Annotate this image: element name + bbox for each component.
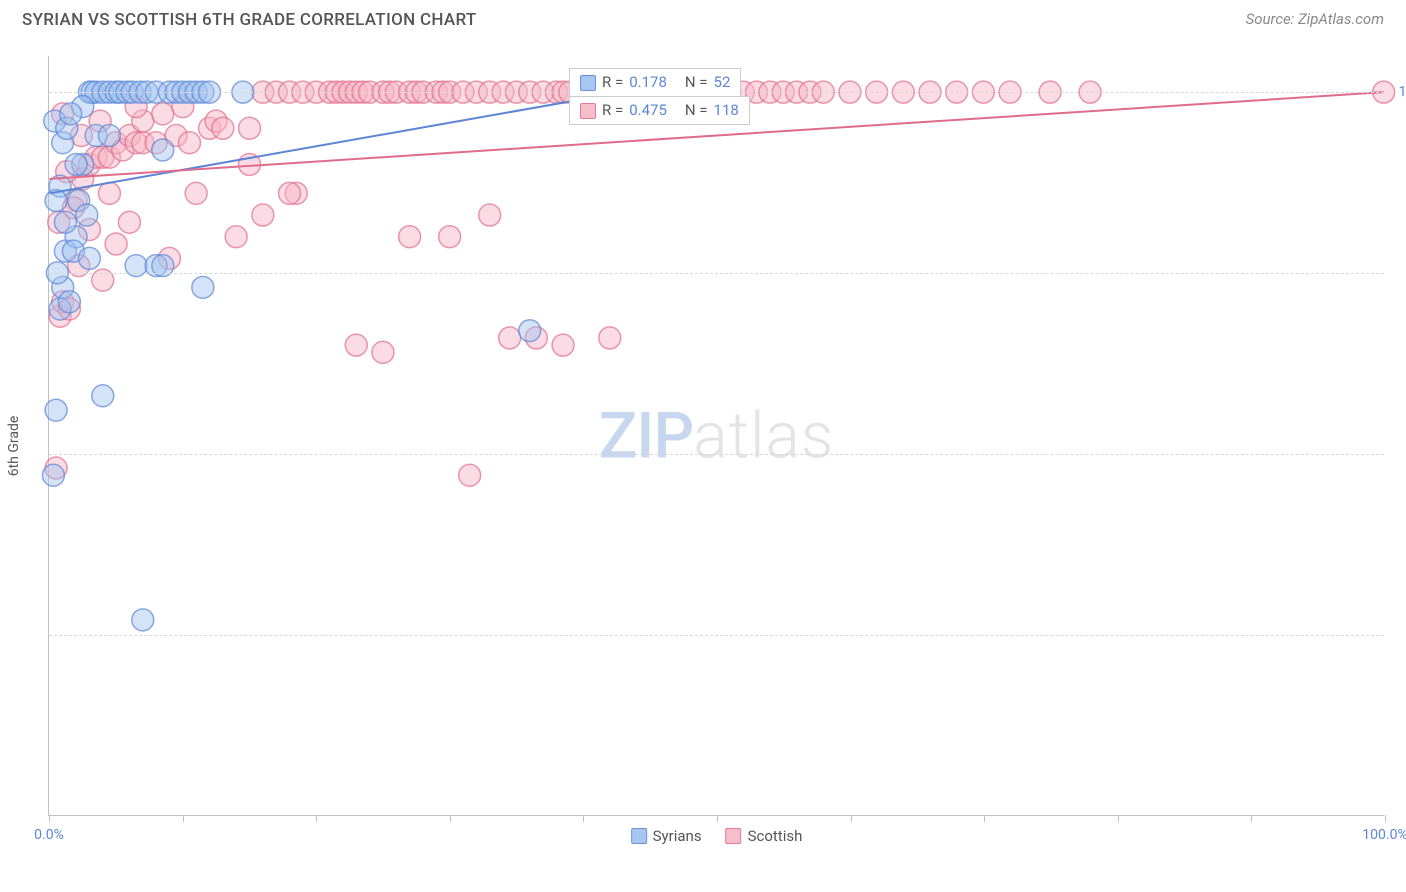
scatter-point bbox=[225, 226, 247, 248]
scatter-point bbox=[345, 334, 367, 356]
scatter-point bbox=[60, 103, 82, 125]
xtick-label: 0.0% bbox=[34, 827, 64, 843]
ytick-label: 100.0% bbox=[1390, 84, 1406, 100]
xtick bbox=[984, 815, 985, 822]
scatter-point bbox=[479, 204, 501, 226]
scatter-point bbox=[192, 276, 214, 298]
xtick bbox=[1251, 815, 1252, 822]
r-label: R = bbox=[602, 100, 623, 121]
scatter-point bbox=[552, 334, 574, 356]
scatter-point bbox=[252, 204, 274, 226]
r-label: R = bbox=[602, 72, 623, 93]
scatter-point bbox=[65, 153, 87, 175]
stats-r-scottish: 0.475 bbox=[629, 100, 667, 121]
xtick bbox=[49, 815, 50, 822]
scatter-point bbox=[98, 125, 120, 147]
scatter-point bbox=[178, 132, 200, 154]
scatter-point bbox=[399, 226, 421, 248]
scatter-point bbox=[105, 233, 127, 255]
stats-swatch-syrians bbox=[580, 75, 596, 91]
gridline bbox=[49, 273, 1384, 274]
scatter-point bbox=[45, 399, 67, 421]
stats-swatch-scottish bbox=[580, 103, 596, 119]
ytick-label: 92.5% bbox=[1390, 627, 1406, 643]
xtick bbox=[583, 815, 584, 822]
legend-item-scottish: Scottish bbox=[726, 827, 803, 845]
xtick bbox=[183, 815, 184, 822]
scatter-point bbox=[132, 609, 154, 631]
scatter-point bbox=[212, 117, 234, 139]
chart-source: Source: ZipAtlas.com bbox=[1246, 10, 1384, 28]
xtick bbox=[450, 815, 451, 822]
chart-svg bbox=[49, 56, 1384, 815]
stats-r-syrians: 0.178 bbox=[629, 72, 667, 93]
y-axis-label: 6th Grade bbox=[6, 416, 22, 477]
stats-box-syrians: R = 0.178 N = 52 bbox=[569, 68, 741, 97]
chart-title: SYRIAN VS SCOTTISH 6TH GRADE CORRELATION… bbox=[22, 10, 477, 30]
scatter-point bbox=[459, 464, 481, 486]
scatter-point bbox=[118, 211, 140, 233]
legend-label-syrians: Syrians bbox=[653, 827, 702, 845]
scatter-point bbox=[152, 103, 174, 125]
legend: Syrians Scottish bbox=[631, 827, 803, 845]
gridline bbox=[49, 454, 1384, 455]
scatter-point bbox=[42, 464, 64, 486]
n-label: N = bbox=[685, 72, 708, 93]
scatter-point bbox=[519, 320, 541, 342]
scatter-point bbox=[78, 247, 100, 269]
xtick bbox=[1385, 815, 1386, 822]
scatter-point bbox=[76, 204, 98, 226]
gridline bbox=[49, 635, 1384, 636]
scatter-point bbox=[98, 182, 120, 204]
stats-n-scottish: 118 bbox=[714, 100, 739, 121]
scatter-point bbox=[58, 291, 80, 313]
legend-swatch-syrians bbox=[631, 828, 647, 844]
scatter-point bbox=[499, 327, 521, 349]
n-label: N = bbox=[685, 100, 708, 121]
plot-area: ZIPatlas 92.5%95.0%97.5%100.0% 0.0%100.0… bbox=[48, 56, 1384, 816]
xtick-label: 100.0% bbox=[1362, 827, 1406, 843]
legend-label-scottish: Scottish bbox=[748, 827, 803, 845]
scatter-point bbox=[54, 211, 76, 233]
scatter-point bbox=[599, 327, 621, 349]
ytick-label: 95.0% bbox=[1390, 446, 1406, 462]
scatter-point bbox=[152, 139, 174, 161]
legend-item-syrians: Syrians bbox=[631, 827, 702, 845]
legend-swatch-scottish bbox=[726, 828, 742, 844]
scatter-point bbox=[92, 385, 114, 407]
scatter-point bbox=[185, 182, 207, 204]
stats-n-syrians: 52 bbox=[714, 72, 731, 93]
xtick bbox=[851, 815, 852, 822]
stats-box-scottish: R = 0.475 N = 118 bbox=[569, 96, 750, 125]
scatter-point bbox=[239, 117, 261, 139]
scatter-point bbox=[372, 341, 394, 363]
ytick-label: 97.5% bbox=[1390, 265, 1406, 281]
xtick bbox=[316, 815, 317, 822]
scatter-point bbox=[279, 182, 301, 204]
xtick bbox=[717, 815, 718, 822]
scatter-point bbox=[439, 226, 461, 248]
xtick bbox=[1118, 815, 1119, 822]
